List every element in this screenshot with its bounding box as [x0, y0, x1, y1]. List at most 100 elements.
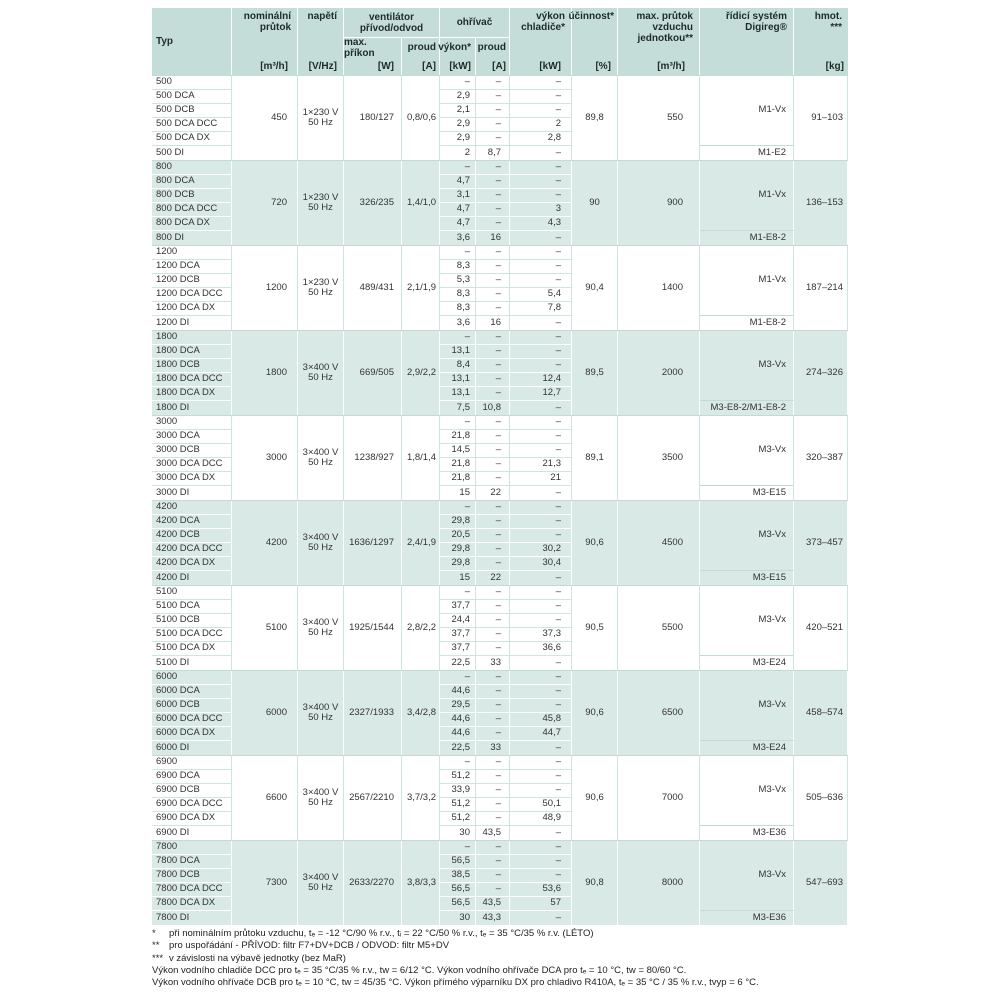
- weight-cell: 458–574: [794, 671, 848, 755]
- cooler-power-cell: 21,3: [510, 458, 572, 472]
- cooler-power-cell: 48,9: [510, 812, 572, 826]
- typ-cell: 6000 DI: [152, 741, 232, 755]
- heater-power-cell: 4,7: [440, 217, 476, 231]
- header-unit-heater-power: [kW]: [440, 57, 476, 75]
- typ-cell: 7800 DCB: [152, 869, 232, 883]
- typ-cell: 6900 DCB: [152, 784, 232, 798]
- cooler-power-cell: 4,3: [510, 217, 572, 231]
- typ-cell: 1800 DCA DX: [152, 387, 232, 401]
- fan-power-cell: 1636/1297: [344, 501, 402, 585]
- header-control-system: řídicí systém Digireg®: [700, 8, 794, 57]
- max-airflow-cell: 1400: [618, 246, 700, 330]
- fan-current-cell: 0,8/0,6: [402, 76, 440, 160]
- heater-power-cell: 37,7: [440, 600, 476, 614]
- cooler-power-cell: –: [510, 486, 572, 500]
- cooler-power-cell: 30,2: [510, 543, 572, 557]
- fan-current-cell: 2,9/2,2: [402, 331, 440, 415]
- heater-current-cell: 43,5: [476, 826, 510, 840]
- heater-current-cell: –: [476, 132, 510, 146]
- heater-current-cell: –: [476, 90, 510, 104]
- nominal-flow-cell: 720: [232, 161, 298, 245]
- heater-power-cell: 24,4: [440, 614, 476, 628]
- nominal-flow-cell: 7300: [232, 841, 298, 925]
- heater-current-cell: –: [476, 217, 510, 231]
- heater-current-cell: –: [476, 529, 510, 543]
- typ-cell: 800 DCB: [152, 189, 232, 203]
- typ-cell: 500: [152, 76, 232, 90]
- heater-power-cell: 29,8: [440, 543, 476, 557]
- cooler-power-cell: –: [510, 161, 572, 175]
- voltage-cell: 3×400 V 50 Hz: [298, 586, 344, 670]
- cooler-power-cell: –: [510, 175, 572, 189]
- heater-current-cell: –: [476, 614, 510, 628]
- fan-current-cell: 1,8/1,4: [402, 416, 440, 500]
- heater-current-cell: 8,7: [476, 146, 510, 160]
- typ-cell: 500 DCB: [152, 104, 232, 118]
- footnote-text: v závislosti na výbavě jednotky (bez MaR…: [169, 952, 346, 964]
- heater-current-cell: –: [476, 260, 510, 274]
- header-control-system-spacer: [700, 57, 794, 75]
- typ-cell: 500 DCA DX: [152, 132, 232, 146]
- max-airflow-cell: 900: [618, 161, 700, 245]
- header-unit-fan-power: [W]: [344, 57, 402, 75]
- max-airflow-cell: 7000: [618, 756, 700, 840]
- footnote-marker: **: [152, 940, 160, 952]
- heater-current-cell: –: [476, 642, 510, 656]
- cooler-power-cell: –: [510, 756, 572, 770]
- cooler-power-cell: –: [510, 331, 572, 345]
- heater-current-cell: –: [476, 727, 510, 741]
- header-weight: hmot. ***: [814, 11, 842, 33]
- cooler-power-cell: 3: [510, 203, 572, 217]
- efficiency-cell: 90: [572, 161, 618, 245]
- nominal-flow-cell: 1800: [232, 331, 298, 415]
- heater-current-cell: –: [476, 798, 510, 812]
- typ-cell: 4200 DCA DCC: [152, 543, 232, 557]
- fan-power-cell: 2327/1933: [344, 671, 402, 755]
- heater-current-cell: –: [476, 387, 510, 401]
- fan-current-cell: 1,4/1,0: [402, 161, 440, 245]
- typ-cell: 7800 DCA DX: [152, 897, 232, 911]
- footnote-line: *** v závislosti na výbavě jednotky (bez …: [152, 953, 858, 965]
- heater-current-cell: –: [476, 784, 510, 798]
- cooler-power-cell: –: [510, 90, 572, 104]
- heater-current-cell: 10,8: [476, 401, 510, 415]
- heater-power-cell: 20,5: [440, 529, 476, 543]
- header-unit-voltage: [V/Hz]: [298, 57, 344, 75]
- control-system-di-cell: M3-E24: [700, 741, 794, 755]
- efficiency-cell: 90,4: [572, 246, 618, 330]
- weight-cell: 136–153: [794, 161, 848, 245]
- heater-power-cell: 22,5: [440, 656, 476, 670]
- heater-power-cell: –: [440, 841, 476, 855]
- cooler-power-cell: 5,4: [510, 288, 572, 302]
- typ-cell: 5100: [152, 586, 232, 600]
- control-system-di-cell: M3-E8-2/M1-E8-2: [700, 401, 794, 415]
- heater-power-cell: –: [440, 756, 476, 770]
- heater-power-cell: 13,1: [440, 373, 476, 387]
- header-unit-efficiency: [%]: [572, 57, 618, 75]
- heater-power-cell: 22,5: [440, 741, 476, 755]
- header-fan-power: max. příkon: [344, 37, 402, 59]
- weight-cell: 420–521: [794, 586, 848, 670]
- typ-cell: 800 DCA DX: [152, 217, 232, 231]
- control-system-di-cell: M1-E2: [700, 146, 794, 160]
- heater-power-cell: 51,2: [440, 770, 476, 784]
- typ-cell: 4200 DCB: [152, 529, 232, 543]
- control-system-cell: M1-Vx: [700, 246, 794, 316]
- header-nominal-flow: nominální průtok: [232, 8, 298, 57]
- cooler-power-cell: –: [510, 501, 572, 515]
- cooler-power-cell: –: [510, 671, 572, 685]
- typ-cell: 800 DI: [152, 231, 232, 245]
- heater-power-cell: 3,6: [440, 316, 476, 330]
- table-body: 500– – –500 DCA 2,9– –500 DCB 2,1– –500 DCA DC…: [152, 75, 848, 925]
- table-group: 6000– – –6000 DCA 44,6– –6000 DCB 29,5– –6000 …: [152, 670, 848, 755]
- nominal-flow-cell: 3000: [232, 416, 298, 500]
- cooler-power-cell: –: [510, 855, 572, 869]
- heater-current-cell: –: [476, 501, 510, 515]
- header-max-airflow: max. průtok vzduchu jednotkou**: [618, 8, 700, 57]
- control-system-di-cell: M3-E15: [700, 571, 794, 585]
- table-group: 4200– – –4200 DCA 29,8– –4200 DCB 20,5– –4200 …: [152, 500, 848, 585]
- heater-current-cell: –: [476, 515, 510, 529]
- typ-cell: 800: [152, 161, 232, 175]
- weight-cell: 187–214: [794, 246, 848, 330]
- heater-power-cell: 2: [440, 146, 476, 160]
